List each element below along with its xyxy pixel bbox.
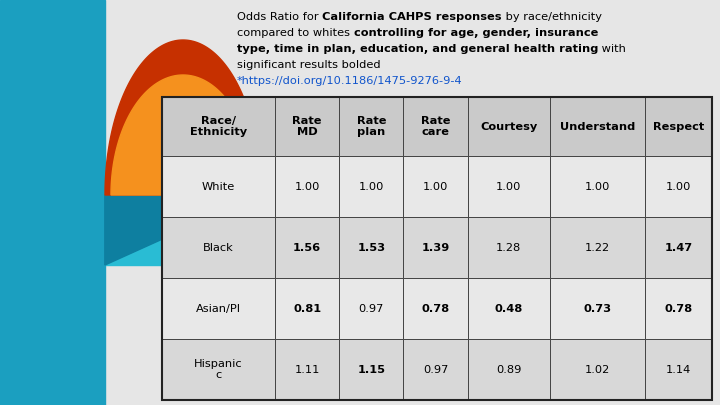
Bar [550, 217, 645, 278]
Text: 1.28: 1.28 [496, 243, 521, 253]
Polygon shape [105, 40, 261, 195]
Bar [162, 97, 275, 156]
Text: *https://doi.org/10.1186/1475-9276-9-4: *https://doi.org/10.1186/1475-9276-9-4 [237, 76, 463, 86]
Text: 1.00: 1.00 [294, 181, 320, 192]
Text: compared to whites: compared to whites [237, 28, 354, 38]
Text: 0.73: 0.73 [583, 303, 611, 313]
Polygon shape [165, 195, 260, 265]
Bar [275, 156, 339, 217]
Text: 0.78: 0.78 [421, 303, 449, 313]
Polygon shape [105, 195, 260, 265]
Bar [645, 97, 712, 156]
Bar [645, 156, 712, 217]
Text: 1.15: 1.15 [357, 364, 385, 375]
Text: Odds Ratio for: Odds Ratio for [237, 12, 323, 22]
Text: 1.39: 1.39 [421, 243, 449, 253]
Text: type, time in plan, education, and general health rating: type, time in plan, education, and gener… [237, 44, 598, 54]
Text: White: White [202, 181, 235, 192]
Bar [645, 278, 712, 339]
Text: by race/ethnicity: by race/ethnicity [502, 12, 602, 22]
Bar [275, 339, 339, 400]
Bar [162, 217, 275, 278]
Text: Asian/PI: Asian/PI [196, 303, 241, 313]
Text: 0.89: 0.89 [496, 364, 521, 375]
Text: 1.00: 1.00 [496, 181, 521, 192]
Text: 1.00: 1.00 [423, 181, 448, 192]
Text: 1.14: 1.14 [666, 364, 691, 375]
Text: 1.56: 1.56 [293, 243, 321, 253]
Text: 1.47: 1.47 [665, 243, 693, 253]
Bar [403, 97, 467, 156]
Text: 1.11: 1.11 [294, 364, 320, 375]
Bar [339, 278, 403, 339]
Text: Courtesy: Courtesy [480, 122, 537, 132]
Text: Rate
MD: Rate MD [292, 116, 322, 137]
Bar [339, 339, 403, 400]
Bar [275, 278, 339, 339]
Text: with: with [598, 44, 626, 54]
Polygon shape [105, 195, 260, 265]
Text: 0.97: 0.97 [359, 303, 384, 313]
Text: significant results bolded: significant results bolded [237, 60, 381, 70]
Polygon shape [111, 75, 255, 195]
Bar [645, 217, 712, 278]
Bar [550, 97, 645, 156]
Bar [403, 217, 467, 278]
Bar [162, 97, 712, 400]
Text: 1.02: 1.02 [585, 364, 610, 375]
Bar [162, 278, 275, 339]
Bar [275, 217, 339, 278]
Text: Understand: Understand [559, 122, 635, 132]
Text: 1.00: 1.00 [359, 181, 384, 192]
Text: 1.53: 1.53 [357, 243, 385, 253]
Text: 1.22: 1.22 [585, 243, 610, 253]
Bar [550, 278, 645, 339]
Bar [275, 97, 339, 156]
Text: Hispanic
c: Hispanic c [194, 359, 243, 380]
Text: Rate
plan: Rate plan [356, 116, 386, 137]
Text: Respect: Respect [653, 122, 704, 132]
Bar [339, 217, 403, 278]
Text: 1.00: 1.00 [666, 181, 691, 192]
Bar [403, 156, 467, 217]
Bar [550, 156, 645, 217]
Text: 0.48: 0.48 [495, 303, 523, 313]
Text: Rate
care: Rate care [420, 116, 450, 137]
Bar [467, 156, 550, 217]
Text: California CAHPS responses: California CAHPS responses [323, 12, 502, 22]
Bar [550, 339, 645, 400]
Text: Race/
Ethnicity: Race/ Ethnicity [190, 116, 247, 137]
Bar [467, 217, 550, 278]
Text: Black: Black [203, 243, 234, 253]
Bar [0, 0, 105, 405]
Bar [467, 278, 550, 339]
Text: 0.81: 0.81 [293, 303, 321, 313]
Text: 0.78: 0.78 [665, 303, 693, 313]
Text: 0.97: 0.97 [423, 364, 448, 375]
Bar [162, 339, 275, 400]
Bar [339, 97, 403, 156]
Bar [403, 339, 467, 400]
Bar [467, 339, 550, 400]
Bar [467, 97, 550, 156]
Bar [339, 156, 403, 217]
Text: controlling for age, gender, insurance: controlling for age, gender, insurance [354, 28, 598, 38]
Bar [403, 278, 467, 339]
Polygon shape [105, 195, 185, 265]
Text: 1.00: 1.00 [585, 181, 610, 192]
Bar [162, 156, 275, 217]
Bar [645, 339, 712, 400]
